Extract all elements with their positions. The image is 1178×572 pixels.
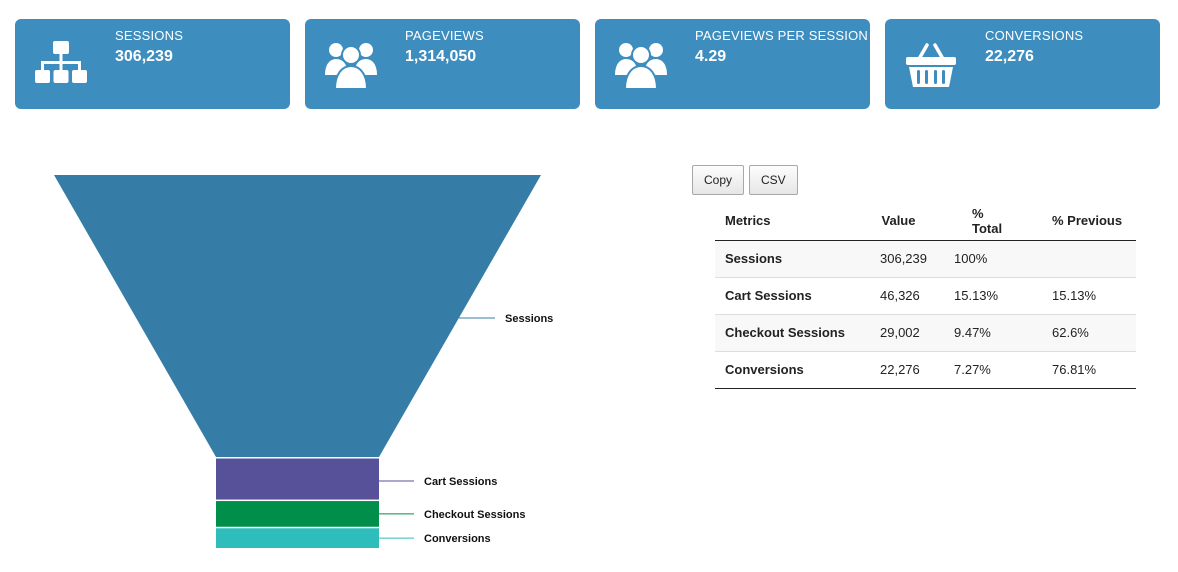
cell-previous: 62.6% <box>1027 314 1136 352</box>
metrics-table: Metrics Value % Total % Previous Session… <box>715 202 1136 389</box>
cell-value: 306,239 <box>860 240 937 278</box>
column-header-previous[interactable]: % Previous <box>1027 202 1136 241</box>
funnel-chart: Sessions Cart Sessions Checkout Sessions Co… <box>0 160 640 560</box>
funnel-segment-conversions[interactable] <box>216 528 379 548</box>
card-conversions: CONVERSIONS 22,276 <box>885 19 1160 109</box>
users-icon <box>615 39 667 91</box>
card-label: CONVERSIONS <box>985 28 1084 43</box>
funnel-segment-sessions[interactable] <box>54 175 541 457</box>
funnel-label: Checkout Sessions <box>424 509 525 521</box>
table-toolbar: Copy CSV <box>692 165 798 195</box>
cell-previous <box>1027 240 1136 278</box>
card-label: PAGEVIEWS <box>405 28 484 43</box>
card-pageviews: PAGEVIEWS 1,314,050 <box>305 19 580 109</box>
cell-metric: Checkout Sessions <box>715 314 860 352</box>
card-value: 4.29 <box>695 48 727 65</box>
funnel-segment-checkout-sessions[interactable] <box>216 501 379 527</box>
cell-previous: 15.13% <box>1027 277 1136 315</box>
sitemap-icon <box>35 39 87 91</box>
cell-total: 7.27% <box>937 351 1027 389</box>
users-icon <box>325 39 377 91</box>
card-value: 22,276 <box>985 48 1034 65</box>
column-header-value[interactable]: Value <box>860 202 937 241</box>
table-row: Conversions 22,276 7.27% 76.81% <box>715 351 1136 389</box>
card-value: 1,314,050 <box>405 48 477 65</box>
cell-metric: Cart Sessions <box>715 277 860 315</box>
funnel-chart-svg: Sessions Cart Sessions Checkout Sessions Co… <box>54 175 553 548</box>
cell-value: 29,002 <box>860 314 937 352</box>
cell-previous: 76.81% <box>1027 351 1136 389</box>
cell-total: 15.13% <box>937 277 1027 315</box>
cell-metric: Sessions <box>715 240 860 278</box>
column-header-total[interactable]: % Total <box>937 202 1027 241</box>
table-row: Sessions 306,239 100% <box>715 240 1136 278</box>
table-header-row: Metrics Value % Total % Previous <box>715 202 1136 241</box>
cell-total: 100% <box>937 240 1027 278</box>
column-header-metrics[interactable]: Metrics <box>715 202 860 241</box>
funnel-label: Cart Sessions <box>424 476 497 488</box>
funnel-segment-cart-sessions[interactable] <box>216 458 379 500</box>
copy-button[interactable]: Copy <box>692 165 745 195</box>
table-row: Checkout Sessions 29,002 9.47% 62.6% <box>715 314 1136 352</box>
shopping-basket-icon <box>905 39 957 91</box>
kpi-cards: SESSIONS 306,239 PAGEVIEWS 1,314,050 <box>15 19 1160 109</box>
card-pageviews-per-session: PAGEVIEWS PER SESSION 4.29 <box>595 19 870 109</box>
card-sessions: SESSIONS 306,239 <box>15 19 290 109</box>
cell-metric: Conversions <box>715 351 860 389</box>
cell-value: 46,326 <box>860 277 937 315</box>
cell-value: 22,276 <box>860 351 937 389</box>
card-value: 306,239 <box>115 48 173 65</box>
funnel-label: Sessions <box>505 313 553 325</box>
csv-button[interactable]: CSV <box>749 165 798 195</box>
card-label: PAGEVIEWS PER SESSION <box>695 28 869 43</box>
cell-total: 9.47% <box>937 314 1027 352</box>
funnel-label: Conversions <box>424 533 491 545</box>
card-label: SESSIONS <box>115 28 184 43</box>
table-row: Cart Sessions 46,326 15.13% 15.13% <box>715 277 1136 315</box>
